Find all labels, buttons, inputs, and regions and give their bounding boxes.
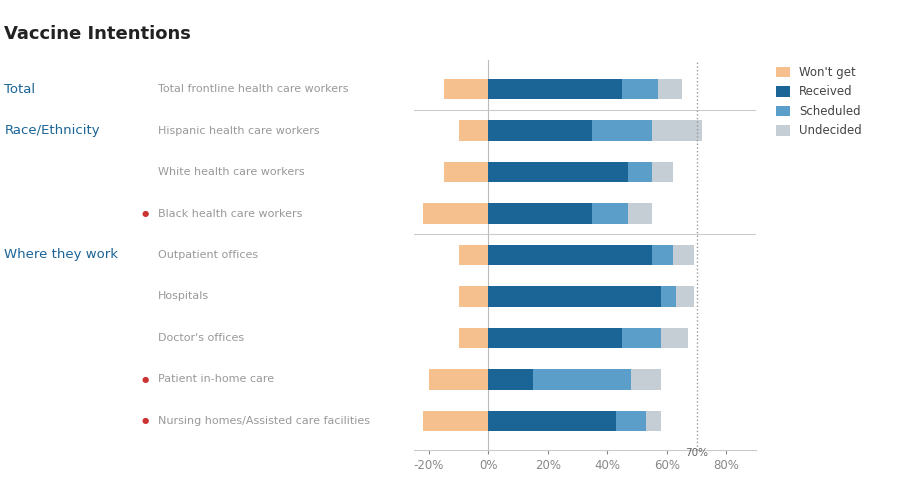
Bar — [616, 410, 646, 432]
Bar — [661, 286, 676, 307]
Bar — [459, 244, 489, 266]
Bar — [489, 162, 628, 182]
Bar — [646, 410, 661, 432]
Bar — [622, 78, 658, 100]
Bar — [592, 203, 628, 224]
Bar — [631, 369, 661, 390]
Legend: Won't get, Received, Scheduled, Undecided: Won't get, Received, Scheduled, Undecide… — [776, 66, 862, 138]
Bar — [658, 78, 681, 100]
Bar — [429, 369, 489, 390]
Bar — [489, 328, 622, 348]
Text: Total: Total — [4, 82, 36, 96]
Bar — [676, 286, 694, 307]
Bar — [489, 203, 592, 224]
Bar — [628, 203, 652, 224]
Bar — [459, 328, 489, 348]
Text: Hospitals: Hospitals — [158, 292, 209, 302]
Text: Doctor's offices: Doctor's offices — [158, 333, 244, 343]
Text: 70%: 70% — [685, 448, 708, 458]
Bar — [489, 369, 533, 390]
Bar — [489, 410, 616, 432]
Text: Outpatient offices: Outpatient offices — [158, 250, 257, 260]
Bar — [652, 120, 703, 141]
Bar — [672, 244, 694, 266]
Bar — [423, 410, 489, 432]
Text: Black health care workers: Black health care workers — [158, 208, 302, 218]
Text: Race/Ethnicity: Race/Ethnicity — [4, 124, 100, 137]
Text: ●: ● — [141, 416, 149, 426]
Bar — [459, 120, 489, 141]
Text: Hispanic health care workers: Hispanic health care workers — [158, 126, 320, 136]
Bar — [661, 328, 688, 348]
Text: Where they work: Where they work — [4, 248, 119, 262]
Bar — [489, 120, 592, 141]
Bar — [533, 369, 631, 390]
Bar — [423, 203, 489, 224]
Bar — [652, 244, 672, 266]
Bar — [444, 78, 489, 100]
Bar — [622, 328, 661, 348]
Text: Nursing homes/Assisted care facilities: Nursing homes/Assisted care facilities — [158, 416, 370, 426]
Text: ●: ● — [141, 209, 149, 218]
Text: White health care workers: White health care workers — [158, 167, 304, 177]
Bar — [652, 162, 672, 182]
Text: Vaccine Intentions: Vaccine Intentions — [4, 25, 192, 43]
Text: Total frontline health care workers: Total frontline health care workers — [158, 84, 348, 94]
Text: Patient in-home care: Patient in-home care — [158, 374, 274, 384]
Bar — [489, 286, 661, 307]
Text: ●: ● — [141, 375, 149, 384]
Bar — [489, 244, 652, 266]
Bar — [489, 78, 622, 100]
Bar — [444, 162, 489, 182]
Bar — [459, 286, 489, 307]
Bar — [628, 162, 652, 182]
Bar — [592, 120, 652, 141]
